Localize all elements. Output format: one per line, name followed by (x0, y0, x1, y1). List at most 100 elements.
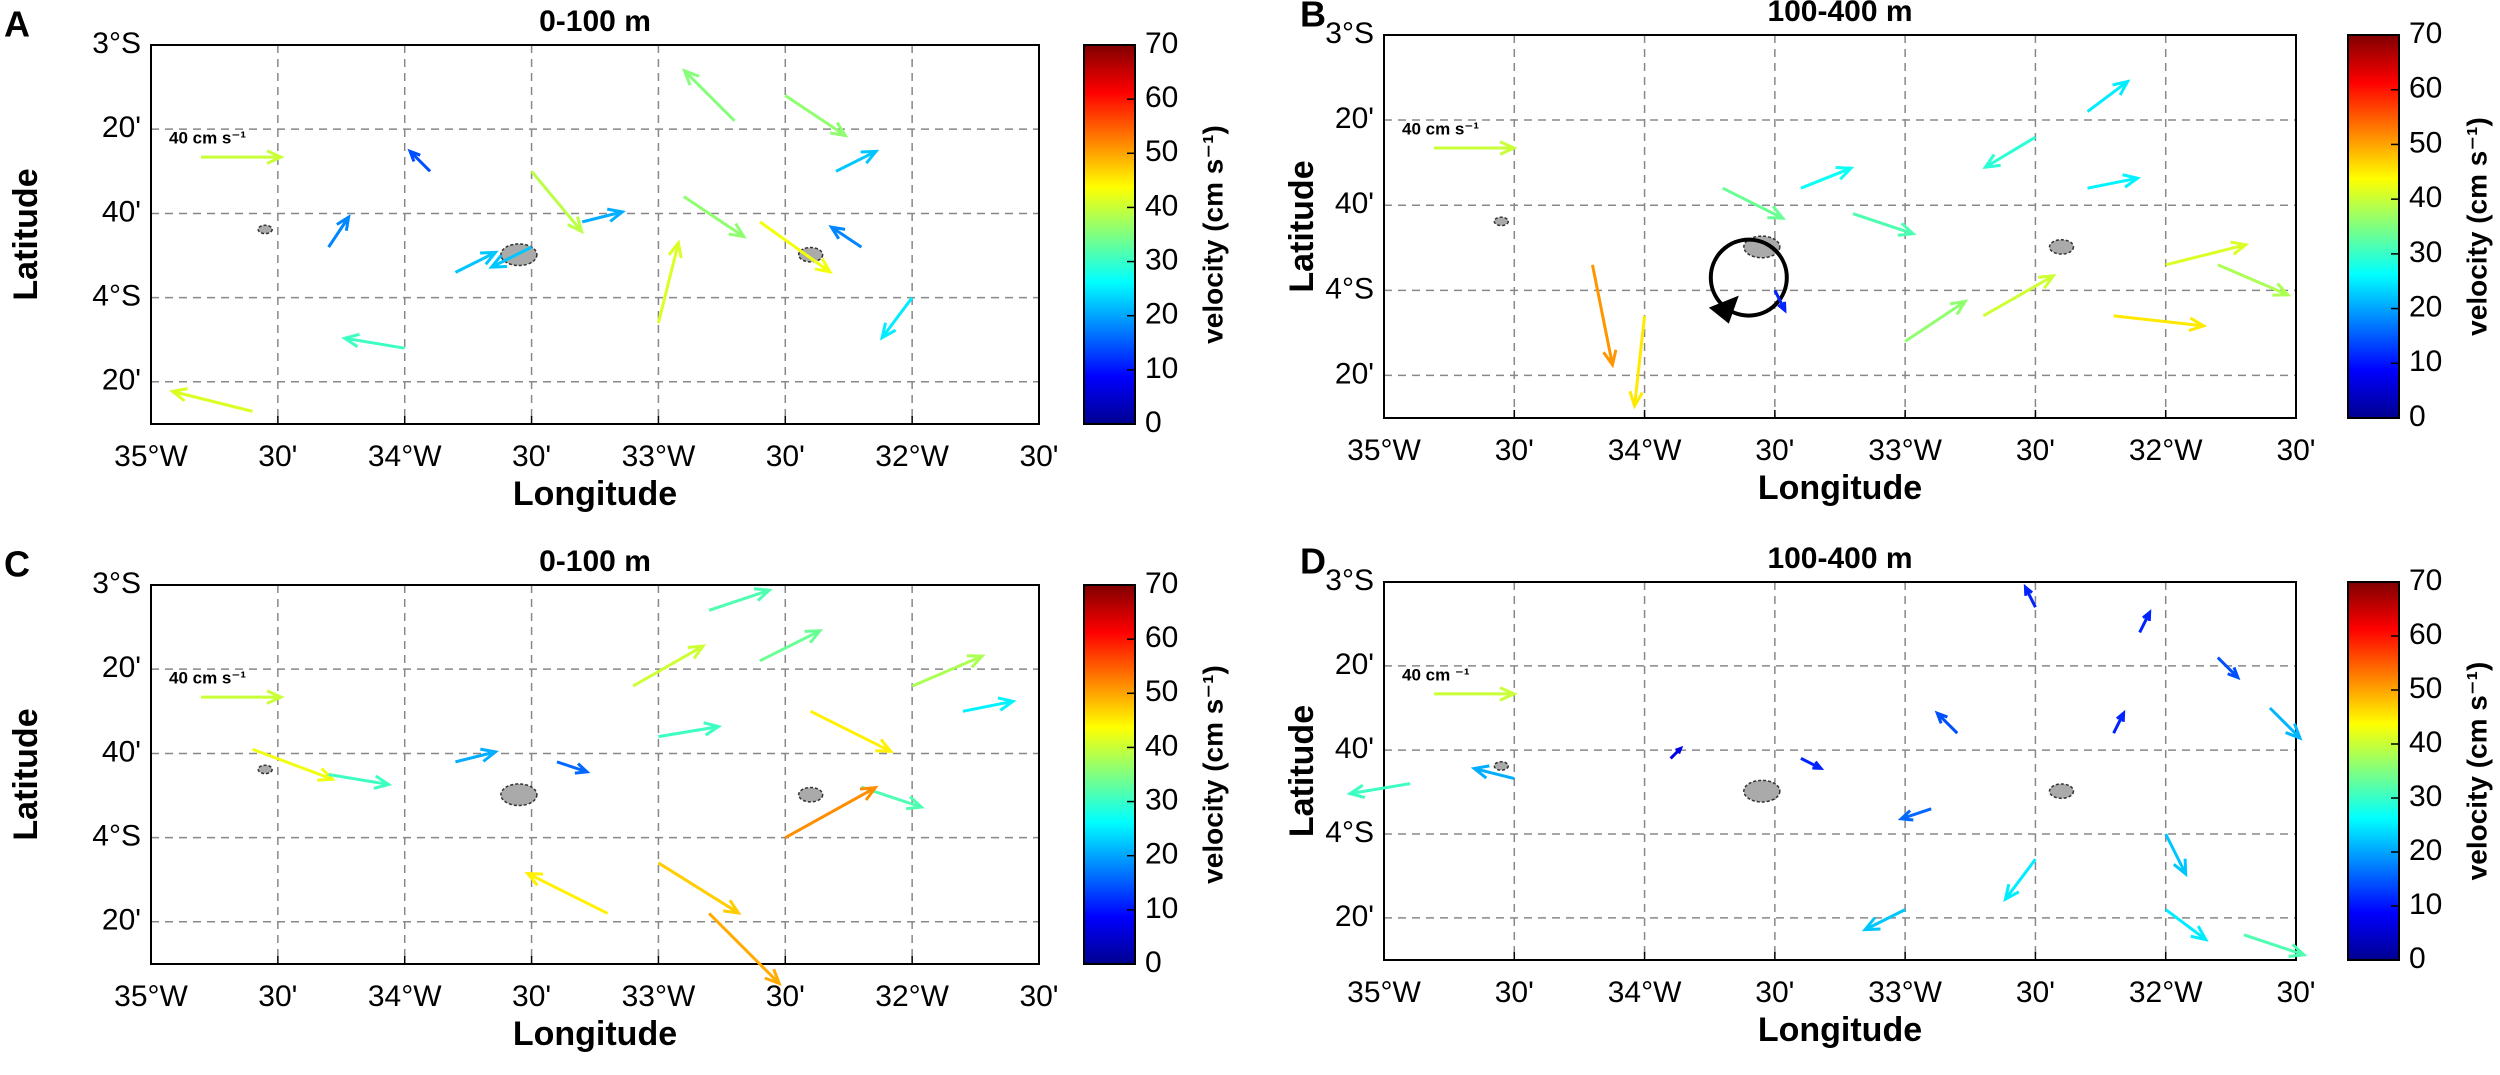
velocity-vector (828, 225, 863, 249)
y-tick-label: 20' (102, 364, 141, 397)
velocity-vector (2003, 858, 2037, 903)
velocity-vector (581, 207, 626, 224)
y-tick-label: 20' (102, 111, 141, 144)
velocity-vector (759, 220, 833, 274)
colorbar-tick-label: 0 (2409, 942, 2426, 975)
colorbar (2347, 34, 2400, 419)
x-tick-label: 35°W (1347, 976, 1421, 1009)
island (1493, 216, 1510, 227)
scale-label: 40 cm ⁻¹ (1402, 665, 1470, 684)
island (797, 246, 824, 263)
x-tick-label: 33°W (622, 980, 696, 1013)
velocity-vector (2023, 583, 2037, 608)
x-axis-label: Longitude (1758, 1011, 1922, 1049)
velocity-vector (2165, 240, 2250, 267)
x-axis-label: Longitude (1758, 469, 1922, 507)
panel-title: 100-400 m (1767, 0, 1912, 28)
y-tick-label: 3°S (92, 567, 141, 600)
colorbar-tick-label: 50 (1145, 135, 1178, 168)
x-tick-label: 30' (258, 980, 297, 1013)
x-tick-label: 30' (1019, 980, 1058, 1013)
scale-arrow (201, 689, 285, 705)
x-tick-label: 30' (2016, 434, 2055, 467)
plot-frame (1383, 581, 2297, 961)
x-tick-label: 30' (258, 440, 297, 473)
y-tick-label: 3°S (1325, 17, 1374, 50)
x-tick-label: 34°W (1608, 434, 1682, 467)
island (500, 783, 538, 807)
velocity-vector (2087, 173, 2142, 190)
colorbar-tick-label: 10 (1145, 352, 1178, 385)
y-tick-label: 40' (102, 195, 141, 228)
x-tick-label: 33°W (622, 440, 696, 473)
island (257, 764, 273, 775)
velocity-vector (341, 332, 405, 350)
x-tick-label: 35°W (114, 440, 188, 473)
velocity-vector (1897, 807, 1932, 822)
eddy-arrowhead (1708, 295, 1739, 324)
x-tick-label: 30' (512, 440, 551, 473)
colorbar-tick-label: 10 (1145, 892, 1178, 925)
eddy-circle (1708, 237, 1789, 318)
y-tick-label: 20' (1335, 900, 1374, 933)
colorbar (1083, 44, 1136, 425)
colorbar-tick-label: 70 (1145, 27, 1178, 60)
velocity-vector (1800, 757, 1825, 771)
velocity-vector (1800, 166, 1855, 190)
x-tick-label: 30' (512, 980, 551, 1013)
y-axis-label: Latitude (7, 168, 45, 300)
colorbar-tick-label: 60 (2409, 72, 2442, 105)
x-tick-label: 33°W (1868, 976, 1942, 1009)
x-tick-label: 35°W (1347, 434, 1421, 467)
velocity-vector (168, 387, 253, 413)
colorbar-tick-label: 20 (1145, 298, 1178, 331)
velocity-vector (784, 785, 879, 839)
colorbar-tick-label: 0 (1145, 406, 1162, 439)
velocity-vector (2086, 79, 2131, 113)
velocity-vector (657, 861, 742, 915)
velocity-vector (2113, 314, 2208, 333)
colorbar-label: velocity (cm s⁻¹) (1197, 125, 1228, 344)
velocity-vector (1904, 299, 1969, 343)
y-axis-label: Latitude (1283, 705, 1321, 837)
velocity-vector (656, 239, 683, 324)
velocity-vector (708, 587, 773, 612)
x-tick-label: 30' (1755, 434, 1794, 467)
velocity-vector (2112, 709, 2126, 734)
x-tick-label: 34°W (1608, 976, 1682, 1009)
velocity-vector (1861, 908, 1906, 932)
velocity-vector (962, 696, 1017, 713)
colorbar-label: velocity (cm s⁻¹) (1197, 665, 1228, 884)
velocity-vector (1628, 315, 1647, 410)
y-tick-label: 4°S (92, 280, 141, 313)
island (797, 786, 824, 803)
scale-label: 40 cm s⁻¹ (169, 129, 246, 148)
velocity-vector (2138, 609, 2152, 634)
scale-arrow (1434, 686, 1518, 702)
velocity-vector (1346, 782, 1411, 799)
colorbar-tick-label: 20 (2409, 290, 2442, 323)
velocity-vector (1852, 212, 1917, 237)
colorbar-tick-label: 70 (2409, 17, 2442, 50)
velocity-vector (632, 644, 707, 688)
x-tick-label: 30' (1755, 976, 1794, 1009)
x-tick-label: 30' (1495, 976, 1534, 1009)
y-tick-label: 3°S (1325, 564, 1374, 597)
colorbar-tick-label: 60 (2409, 618, 2442, 651)
colorbar-tick-label: 40 (2409, 181, 2442, 214)
plot-frame (1383, 34, 2297, 419)
colorbar-tick-label: 10 (2409, 888, 2442, 921)
x-tick-label: 30' (2276, 976, 2315, 1009)
y-axis-label: Latitude (1283, 160, 1321, 292)
velocity-vector (784, 94, 849, 138)
x-tick-label: 30' (1019, 440, 1058, 473)
velocity-vector (488, 245, 533, 269)
colorbar-tick-label: 30 (1145, 243, 1178, 276)
velocity-vector (2217, 263, 2292, 297)
colorbar-tick-label: 10 (2409, 345, 2442, 378)
velocity-vector (2164, 833, 2188, 878)
scale-label: 40 cm s⁻¹ (169, 669, 246, 688)
velocity-vector (835, 149, 880, 173)
panel-letter: D (1300, 541, 1326, 582)
